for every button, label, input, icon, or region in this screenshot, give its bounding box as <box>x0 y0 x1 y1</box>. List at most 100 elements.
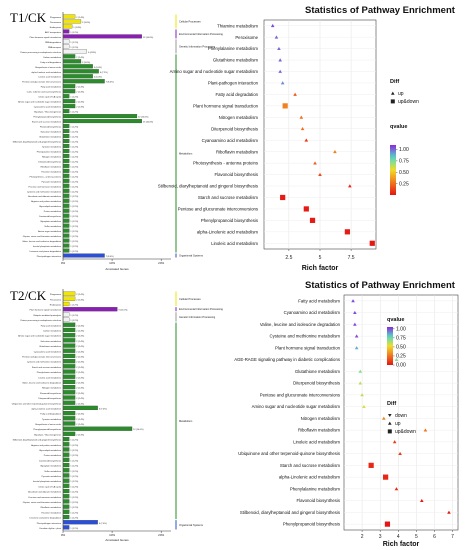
scatter-point-square <box>368 462 374 468</box>
kegg-bar-value: 4 (4.8%) <box>88 52 96 54</box>
kegg-bar-value: 3 (3.6%) <box>82 62 90 64</box>
scatter-point-up <box>394 357 399 362</box>
scatter-pathway-label: Stilbenoid, diarylheptanoid and gingerol… <box>158 184 258 189</box>
kegg-bar <box>63 431 76 436</box>
kegg-bar <box>63 395 76 400</box>
kegg-bar <box>63 296 76 301</box>
kegg-category-label: RNA degradation <box>45 41 62 44</box>
kegg-bar <box>63 188 70 193</box>
scatter-pathway-label: Fatty acid degradation <box>215 92 258 97</box>
scatter-pathway-label: Starch and sucrose metabolism <box>280 463 341 468</box>
kegg-bar <box>63 69 99 74</box>
kegg-bar <box>63 133 70 139</box>
kegg-bar <box>63 291 76 296</box>
kegg-category-label: Tyrosine metabolism <box>42 145 61 148</box>
kegg-bar <box>63 322 76 327</box>
legend-qvalue-tick-label: 1.00 <box>399 147 409 153</box>
kegg-bar-value: 1 (1.2%) <box>70 455 78 457</box>
legend-diff-title: Diff <box>390 79 399 85</box>
kegg-category-label: ABC transporters <box>45 31 61 34</box>
scatter-point-up <box>394 487 399 491</box>
kegg-category-label: Carbon metabolism <box>43 56 61 59</box>
kegg-category-label: Amino sugar metabolism <box>38 230 61 233</box>
kegg-bar-value: 1 (1.2%) <box>70 32 78 34</box>
legend-shape-label: up&down <box>398 99 419 105</box>
kegg-group-label: Metabolism <box>179 151 192 155</box>
kegg-bar <box>63 223 70 228</box>
kegg-bar-value: 12 (15.0%) <box>138 117 148 119</box>
scatter-point-square <box>383 474 389 480</box>
kegg-bar-value: 1 (1.2%) <box>70 466 78 468</box>
scatter-x-tick-label: 2 <box>361 534 364 540</box>
kegg-category-label: Circadian rhythm - plant <box>39 527 61 530</box>
scatter-point-up <box>351 299 355 303</box>
kegg-bar <box>63 64 93 69</box>
scatter-pathway-label: Plant hormone signal transduction <box>193 103 259 108</box>
kegg-bar-value: 2 (2.4%) <box>76 294 84 296</box>
kegg-category-label: Protein processing in endoplasmic reticu… <box>20 51 61 54</box>
kegg-bar-value: 6 (7.0%) <box>99 408 107 410</box>
legend-qvalue-tick-label: 0.75 <box>399 159 409 165</box>
enrichment-scatter: Statistics of Pathway Enrichment Thiamine… <box>158 5 456 272</box>
kegg-category-label: Thiamine metabolism <box>41 511 61 514</box>
scatter-pathway-label: Amino sugar and nucleotide sugar metabol… <box>252 404 341 409</box>
scatter-point-up <box>280 81 285 85</box>
kegg-category-label: Ascorbate and aldarate metabolism <box>28 491 61 494</box>
kegg-category-label: Carotenoid biosynthesis <box>39 215 61 218</box>
scatter-point-up <box>299 115 304 119</box>
scatter-pathway-label: AGE-RAGE signaling pathway in diabetic c… <box>234 357 340 362</box>
kegg-category-label: Carotenoid biosynthesis <box>39 459 61 462</box>
scatter-point-up <box>353 322 357 326</box>
kegg-category-label: Stilbenoid, diarylheptanoid and gingerol… <box>13 140 61 143</box>
kegg-category-label: Glycerolipid metabolism <box>39 449 61 452</box>
kegg-category-label: Galactose metabolism <box>40 131 61 134</box>
kegg-x-tick-label: 0% <box>61 261 66 265</box>
legend-qvalue-tick-label: 0.50 <box>396 345 406 351</box>
kegg-bar-value: 2 (2.4%) <box>76 102 84 104</box>
kegg-category-label: Amino sugar and nucleotide sugar metabol… <box>18 101 61 104</box>
kegg-bar-value: 1 (1.8%) <box>73 27 81 29</box>
scatter-pathway-label: Diterpenoid biosynthesis <box>293 381 340 386</box>
kegg-bar <box>63 504 70 509</box>
kegg-bar <box>63 233 70 238</box>
kegg-category-label: Pyruvate metabolism <box>42 475 62 478</box>
scatter-pathway-label: Amino sugar and nucleotide sugar metabol… <box>170 69 259 74</box>
kegg-bar-value: 1 (1.2%) <box>70 315 78 317</box>
kegg-bar-value: 1 (1.2%) <box>70 320 78 322</box>
legend-shape-up <box>391 91 395 95</box>
kegg-bar <box>63 301 70 307</box>
kegg-bar <box>63 525 70 530</box>
kegg-category-label: Glycine, serine and threonine metabolism <box>23 235 62 238</box>
kegg-group-label: Metabolism <box>179 419 192 423</box>
kegg-bar <box>63 473 70 478</box>
scatter-legend: Diff up up&down qvalue 1.00 0.75 0.50 0.25 <box>390 79 419 195</box>
kegg-x-tick-label: 10% <box>109 533 115 537</box>
legend-shape-label: up&down <box>395 429 416 435</box>
scatter-plot-area <box>343 294 459 531</box>
scatter-x-tick-label: 7.5 <box>348 255 355 261</box>
kegg-category-label: alpha-Linolenic acid metabolism <box>31 71 61 74</box>
scatter-pathway-label: Plant hormone signal transduction <box>275 345 341 350</box>
kegg-category-label: Fructose and mannose metabolism <box>29 496 62 499</box>
legend-qvalue-tick-label: 0.25 <box>396 354 406 360</box>
kegg-bar <box>63 49 87 54</box>
kegg-bar <box>63 238 70 243</box>
kegg-category-label: Biosynthesis of amino acids <box>35 66 61 69</box>
scatter-pathway-label: Cyanoamino acid metabolism <box>202 138 259 143</box>
kegg-bar-value: 2 (2.4%) <box>76 331 84 333</box>
kegg-bar-value: 2 (2.4%) <box>76 336 84 338</box>
kegg-bar-value: 1 (1.2%) <box>70 136 78 138</box>
kegg-bar <box>63 104 76 109</box>
kegg-bar <box>63 405 98 411</box>
kegg-bar-value: 1 (1.2%) <box>70 236 78 238</box>
scatter-pathway-label: Thiamine metabolism <box>217 23 258 28</box>
kegg-x-axis-label: Annotated Genes <box>105 267 129 271</box>
legend-qvalue-colorbar <box>390 145 396 195</box>
kegg-bar <box>63 124 70 129</box>
scatter-point-up <box>333 149 337 154</box>
kegg-category-label: Photosynthesis - antenna proteins <box>30 175 61 178</box>
kegg-bar <box>63 129 70 134</box>
kegg-category-label: Riboflavin metabolism <box>41 165 62 168</box>
kegg-category-label: Phenylpropanoid biosynthesis <box>33 428 61 431</box>
legend-qvalue-tick-label: 0.50 <box>399 170 409 176</box>
